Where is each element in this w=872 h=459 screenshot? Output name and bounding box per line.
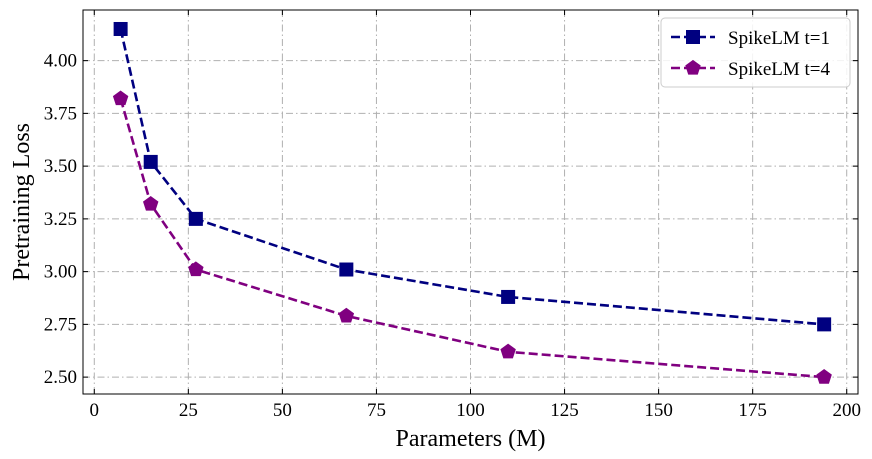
- legend-box: [660, 17, 851, 88]
- series-1: [113, 21, 832, 332]
- x-tick-label: 75: [367, 400, 386, 421]
- legend-label: SpikeLM t=1: [728, 28, 830, 49]
- series-layer: [112, 21, 832, 384]
- x-tick-label: 150: [644, 400, 673, 421]
- x-tick-label: 25: [179, 400, 198, 421]
- y-axis-ticks: 2.50 2.75 3.00 3.25 3.50 3.75 4.00: [44, 51, 858, 388]
- y-tick-label: 3.75: [44, 103, 77, 124]
- data-point: [501, 289, 516, 304]
- x-axis-ticks: 0 25 50 75 100 125 150 175 200: [90, 10, 861, 421]
- y-tick-label: 2.75: [44, 314, 77, 335]
- data-point: [339, 262, 354, 277]
- x-tick-label: 125: [550, 400, 579, 421]
- data-point: [188, 261, 204, 277]
- y-tick-label: 3.50: [44, 156, 77, 177]
- grid-lines: [83, 10, 858, 394]
- x-tick-label: 50: [273, 400, 292, 421]
- y-tick-label: 4.00: [44, 51, 77, 72]
- legend-marker: [686, 30, 700, 44]
- series-2: [112, 90, 832, 384]
- y-axis-label: Pretraining Loss: [9, 123, 35, 281]
- data-point: [188, 211, 203, 226]
- legend-item: SpikeLM t=1: [671, 28, 830, 49]
- data-point: [143, 195, 159, 211]
- data-point: [817, 317, 832, 332]
- legend-marker: [685, 59, 701, 75]
- x-tick-label: 175: [738, 400, 767, 421]
- series-line: [119, 98, 825, 379]
- legend-item: SpikeLM t=4: [671, 59, 831, 80]
- data-point: [500, 343, 516, 359]
- y-tick-label: 2.50: [44, 367, 77, 388]
- legend: SpikeLM t=1 SpikeLM t=4: [660, 17, 851, 88]
- y-tick-label: 3.00: [44, 262, 77, 283]
- data-point: [338, 307, 355, 323]
- plot-frame: [82, 9, 859, 395]
- data-point: [113, 21, 128, 36]
- series-line: [119, 28, 825, 326]
- data-point: [112, 90, 129, 106]
- legend-label: SpikeLM t=4: [728, 59, 831, 80]
- x-tick-label: 100: [456, 400, 485, 421]
- x-tick-label: 200: [832, 400, 861, 421]
- data-point: [143, 154, 158, 169]
- x-axis-label: Parameters (M): [396, 426, 546, 452]
- x-tick-label: 0: [90, 400, 100, 421]
- y-tick-label: 3.25: [44, 209, 77, 230]
- data-point: [816, 369, 832, 384]
